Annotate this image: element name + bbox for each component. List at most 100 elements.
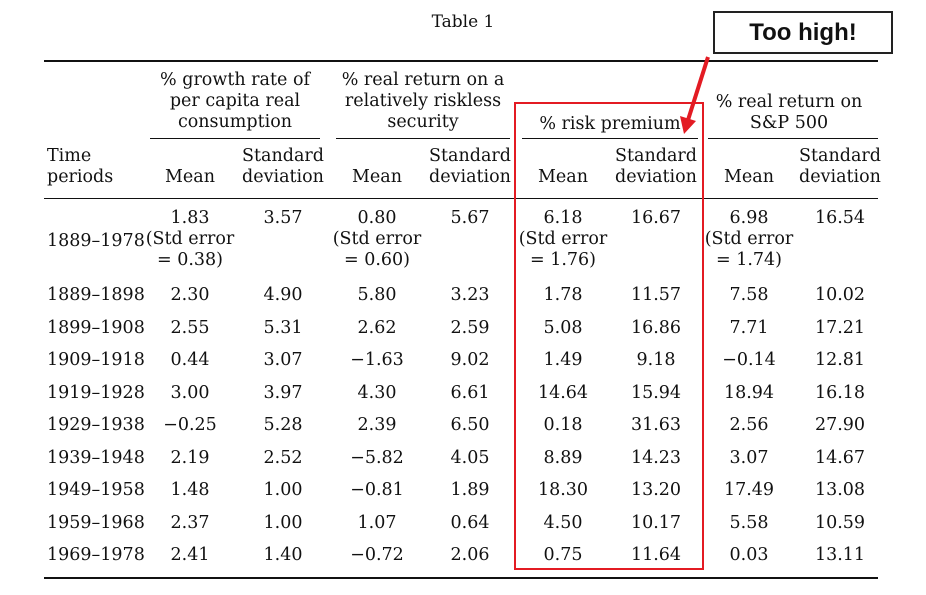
table-cell: 2.30 bbox=[170, 285, 210, 305]
table-cell: −0.25 bbox=[163, 415, 217, 435]
table-cell: 2.55 bbox=[170, 318, 210, 338]
risk-premium-highlight-box bbox=[514, 102, 704, 570]
row-period: 1969–1978 bbox=[47, 545, 145, 565]
table-cell: 14.23 bbox=[630, 448, 682, 468]
table-cell: 1.49 bbox=[543, 350, 583, 370]
table-cell: 3.07 bbox=[263, 350, 303, 370]
table-cell: 1.40 bbox=[263, 545, 303, 565]
table-cell: 5.28 bbox=[263, 415, 303, 435]
header-time-periods: Time periods bbox=[47, 146, 114, 187]
table-cell: 3.00 bbox=[170, 383, 210, 403]
table-cell: 1.00 bbox=[263, 480, 303, 500]
table-cell: 3.07 bbox=[729, 448, 769, 468]
table-cell: −1.63 bbox=[350, 350, 404, 370]
group-header-3: % risk premium bbox=[539, 114, 681, 134]
summary-mean-2: 0.80 (Std error = 0.60) bbox=[332, 208, 422, 270]
table-cell: 31.63 bbox=[630, 415, 682, 435]
table-cell: 9.02 bbox=[450, 350, 490, 370]
table-cell: 14.67 bbox=[814, 448, 866, 468]
header-mean-2: Mean bbox=[352, 167, 402, 187]
table-cell: 2.52 bbox=[263, 448, 303, 468]
row-period: 1929–1938 bbox=[47, 415, 145, 435]
row-period: 1899–1908 bbox=[47, 318, 145, 338]
table-cell: 18.94 bbox=[723, 383, 775, 403]
table-cell: 2.62 bbox=[357, 318, 397, 338]
table-cell: 0.75 bbox=[543, 545, 583, 565]
table-cell: 2.37 bbox=[170, 513, 210, 533]
table-cell: 2.39 bbox=[357, 415, 397, 435]
table-cell: 0.44 bbox=[170, 350, 210, 370]
top-rule bbox=[44, 60, 878, 62]
table-cell: 1.00 bbox=[263, 513, 303, 533]
summary-period: 1889–1978 bbox=[47, 231, 145, 251]
table-cell: 5.31 bbox=[263, 318, 303, 338]
table-cell: 13.20 bbox=[630, 480, 682, 500]
table-cell: 9.18 bbox=[636, 350, 676, 370]
too-high-callout: Too high! bbox=[713, 11, 893, 54]
table-cell: 10.02 bbox=[814, 285, 866, 305]
table-cell: 0.03 bbox=[729, 545, 769, 565]
table-cell: 12.81 bbox=[814, 350, 866, 370]
table-cell: 6.61 bbox=[450, 383, 490, 403]
table-cell: 15.94 bbox=[630, 383, 682, 403]
group-header-4: % real return on S&P 500 bbox=[715, 92, 863, 133]
table-cell: 3.97 bbox=[263, 383, 303, 403]
table-cell: 14.64 bbox=[537, 383, 589, 403]
table-cell: 16.86 bbox=[630, 318, 682, 338]
table-cell: 4.90 bbox=[263, 285, 303, 305]
table-cell: 17.21 bbox=[814, 318, 866, 338]
table-cell: 2.56 bbox=[729, 415, 769, 435]
table-cell: 2.19 bbox=[170, 448, 210, 468]
header-std-3: Standard deviation bbox=[615, 146, 697, 187]
summary-std-3: 16.67 bbox=[630, 208, 682, 228]
table-caption: Table 1 bbox=[431, 12, 495, 32]
table-cell: 10.59 bbox=[814, 513, 866, 533]
table-cell: 0.64 bbox=[450, 513, 490, 533]
row-period: 1949–1958 bbox=[47, 480, 145, 500]
table-cell: −5.82 bbox=[350, 448, 404, 468]
group-rule-riskless bbox=[336, 138, 510, 139]
table-cell: 7.71 bbox=[729, 318, 769, 338]
table-cell: 8.89 bbox=[543, 448, 583, 468]
group-rule-consumption bbox=[150, 138, 320, 139]
table-cell: 17.49 bbox=[723, 480, 775, 500]
header-rule bbox=[44, 198, 878, 199]
header-mean-1: Mean bbox=[165, 167, 215, 187]
table-cell: 13.08 bbox=[814, 480, 866, 500]
table-cell: 5.80 bbox=[357, 285, 397, 305]
row-period: 1939–1948 bbox=[47, 448, 145, 468]
group-rule-risk-premium bbox=[522, 138, 698, 139]
table-cell: 0.18 bbox=[543, 415, 583, 435]
table-cell: 4.30 bbox=[357, 383, 397, 403]
summary-mean-1: 1.83 (Std error = 0.38) bbox=[145, 208, 235, 270]
group-header-2: % real return on a relatively riskless sec… bbox=[341, 70, 505, 132]
header-std-1: Standard deviation bbox=[242, 146, 324, 187]
header-mean-3: Mean bbox=[538, 167, 588, 187]
table-cell: 18.30 bbox=[537, 480, 589, 500]
table-cell: 10.17 bbox=[630, 513, 682, 533]
table-cell: 27.90 bbox=[814, 415, 866, 435]
table-cell: 5.08 bbox=[543, 318, 583, 338]
table-cell: 1.78 bbox=[543, 285, 583, 305]
table-cell: 1.89 bbox=[450, 480, 490, 500]
table-cell: 5.58 bbox=[729, 513, 769, 533]
row-period: 1909–1918 bbox=[47, 350, 145, 370]
row-period: 1889–1898 bbox=[47, 285, 145, 305]
row-period: 1959–1968 bbox=[47, 513, 145, 533]
table-cell: 7.58 bbox=[729, 285, 769, 305]
header-mean-4: Mean bbox=[724, 167, 774, 187]
bottom-rule bbox=[44, 577, 878, 579]
table-cell: −0.14 bbox=[722, 350, 776, 370]
summary-mean-4: 6.98 (Std error = 1.74) bbox=[704, 208, 794, 270]
table-cell: 2.06 bbox=[450, 545, 490, 565]
table-cell: 6.50 bbox=[450, 415, 490, 435]
group-header-1: % growth rate of per capita real consumpti… bbox=[160, 70, 310, 132]
table-cell: 1.07 bbox=[357, 513, 397, 533]
header-std-2: Standard deviation bbox=[429, 146, 511, 187]
table-cell: 1.48 bbox=[170, 480, 210, 500]
table-cell: 4.05 bbox=[450, 448, 490, 468]
table-cell: −0.72 bbox=[350, 545, 404, 565]
group-rule-sp500 bbox=[708, 138, 878, 139]
table-cell: 11.64 bbox=[630, 545, 682, 565]
table-cell: 16.18 bbox=[814, 383, 866, 403]
